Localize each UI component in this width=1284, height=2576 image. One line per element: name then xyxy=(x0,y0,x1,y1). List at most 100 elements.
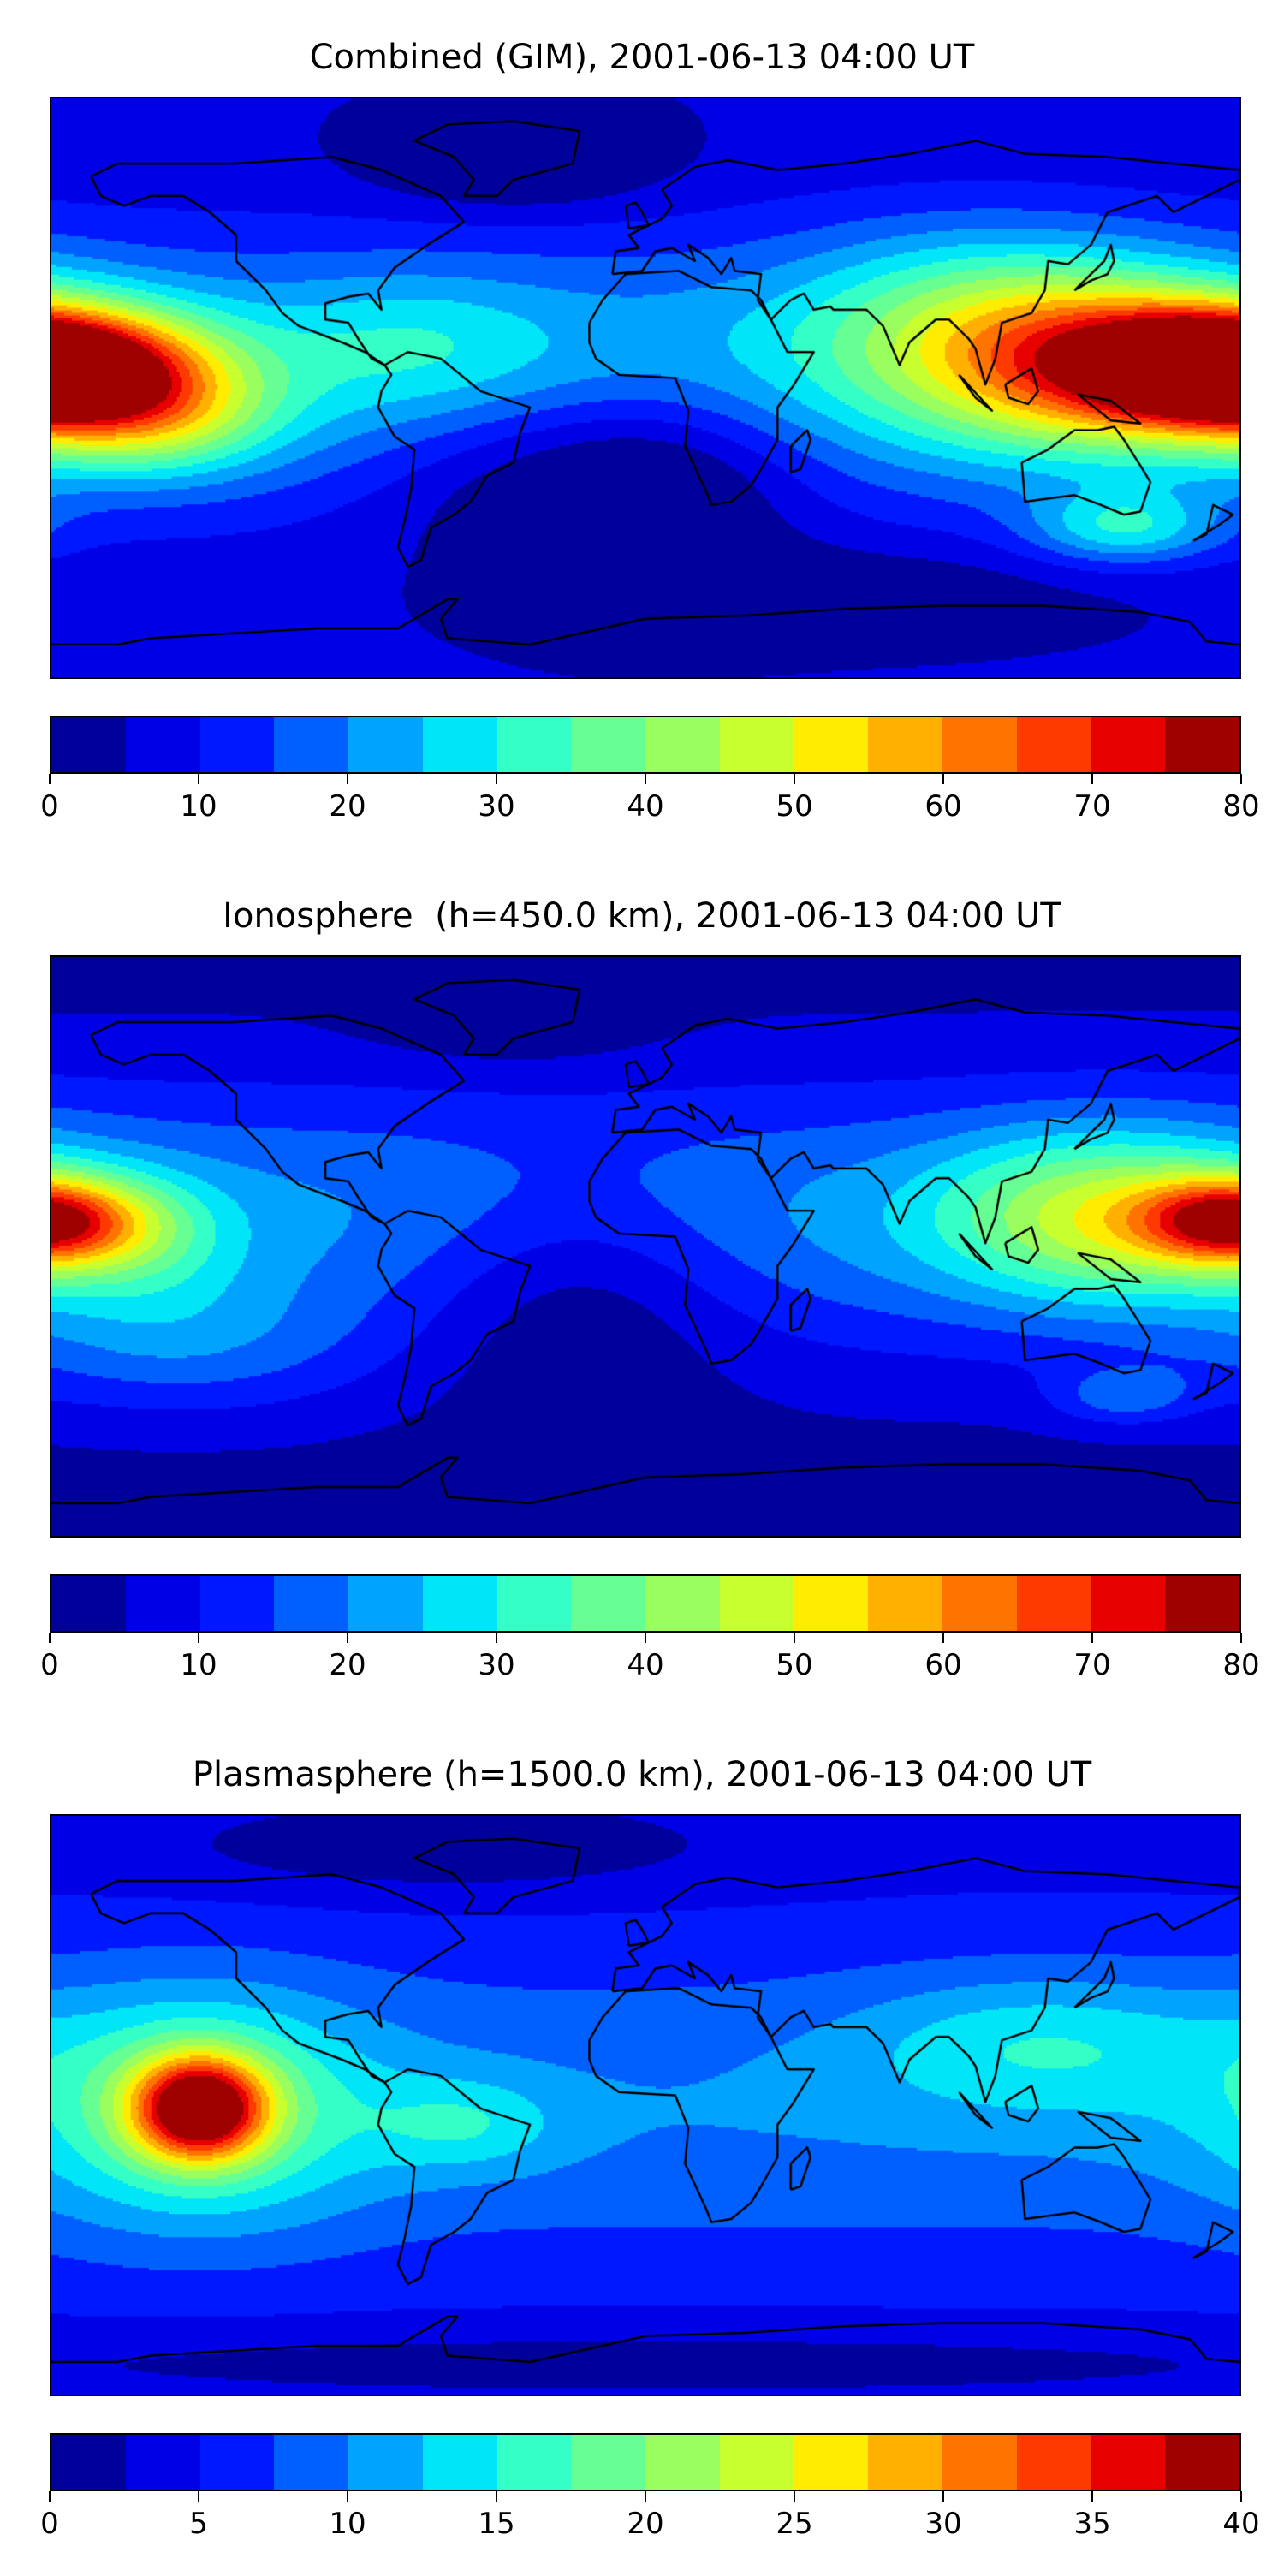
colorbar-level xyxy=(868,2435,942,2490)
colorbar-tick-label: 0 xyxy=(40,789,59,824)
colorbar-level xyxy=(719,717,794,772)
colorbar-tick-label: 40 xyxy=(627,1648,664,1682)
colorbar xyxy=(50,2433,1241,2491)
colorbar-level xyxy=(1091,1576,1166,1631)
colorbar-tick-label: 80 xyxy=(1222,789,1260,824)
colorbar-level xyxy=(348,2435,423,2490)
colorbar-level xyxy=(125,717,200,772)
colorbar-tick-mark xyxy=(496,2491,497,2502)
colorbar-level xyxy=(942,2435,1017,2490)
colorbar-tick-label: 20 xyxy=(329,789,366,824)
colorbar-level xyxy=(51,717,126,772)
colorbar-level xyxy=(51,2435,126,2490)
colorbar-level xyxy=(422,717,497,772)
colorbar-level xyxy=(794,2435,869,2490)
colorbar-tick-mark xyxy=(1091,774,1093,784)
colorbar-tick-label: 70 xyxy=(1073,789,1111,824)
colorbar-level xyxy=(571,1576,645,1631)
colorbar-tick-mark xyxy=(347,2491,348,2502)
colorbar-tick-mark xyxy=(496,774,497,784)
colorbar-tick-label: 10 xyxy=(329,2507,366,2541)
colorbar-level xyxy=(719,2435,794,2490)
colorbar-ticks: 0 10 20 30 40 50 60 70 80 xyxy=(40,774,1260,825)
colorbar-tick-label: 40 xyxy=(627,789,664,824)
colorbar-tick-label: 50 xyxy=(776,1648,813,1682)
colorbar-level xyxy=(199,1576,275,1631)
colorbar xyxy=(50,716,1241,774)
colorbar-tick-mark xyxy=(794,2491,795,2502)
colorbar-level xyxy=(1091,717,1166,772)
colorbar-level xyxy=(496,2435,572,2490)
colorbar-tick-mark xyxy=(347,774,348,784)
colorbar-tick-mark xyxy=(942,774,944,784)
colorbar-level xyxy=(1091,2435,1166,2490)
colorbar-level xyxy=(51,1576,126,1631)
colorbar-tick-mark xyxy=(1091,2491,1093,2502)
colorbar-tick-label: 60 xyxy=(924,1648,962,1682)
colorbar-tick-label: 60 xyxy=(924,789,962,824)
colorbar-level xyxy=(794,1576,869,1631)
colorbar-tick-label: 35 xyxy=(1073,2507,1111,2541)
colorbar-tick-mark xyxy=(198,1633,199,1643)
colorbar-level xyxy=(496,1576,572,1631)
colorbar-tick-mark xyxy=(942,2491,944,2502)
colorbar-tick-label: 80 xyxy=(1222,1648,1260,1682)
colorbar-level xyxy=(1016,717,1091,772)
colorbar-tick-label: 30 xyxy=(478,1648,515,1682)
colorbar-level xyxy=(274,2435,348,2490)
contour-map xyxy=(51,1816,1239,2395)
colorbar xyxy=(50,1574,1241,1633)
colorbar-tick-mark xyxy=(49,2491,51,2502)
colorbar-tick-label: 5 xyxy=(189,2507,208,2541)
colorbar-tick-mark xyxy=(198,2491,199,2502)
colorbar-tick-label: 0 xyxy=(40,2507,59,2541)
colorbar-tick-mark xyxy=(347,1633,348,1643)
colorbar-level xyxy=(125,2435,200,2490)
colorbar-level xyxy=(794,717,869,772)
colorbar-tick-label: 30 xyxy=(924,2507,962,2541)
colorbar-level xyxy=(942,717,1017,772)
panel-plasmasphere: Plasmasphere (h=1500.0 km), 2001-06-13 0… xyxy=(0,1717,1284,2576)
map-plot xyxy=(50,97,1241,679)
colorbar-tick-label: 40 xyxy=(1222,2507,1260,2541)
colorbar-tick-label: 70 xyxy=(1073,1648,1111,1682)
colorbar-level xyxy=(571,717,645,772)
colorbar-tick-mark xyxy=(1091,1633,1093,1643)
contour-map xyxy=(51,957,1239,1536)
colorbar-level xyxy=(348,717,423,772)
colorbar-level xyxy=(868,717,942,772)
colorbar-level xyxy=(274,717,348,772)
colorbar-tick-mark xyxy=(794,774,795,784)
colorbar-tick-mark xyxy=(645,1633,646,1643)
colorbar-level xyxy=(496,717,572,772)
colorbar-level xyxy=(571,2435,645,2490)
contour-map xyxy=(51,98,1239,677)
colorbar-level xyxy=(274,1576,348,1631)
map-plot xyxy=(50,1814,1241,2396)
panel-combined: Combined (GIM), 2001-06-13 04:00 UT 0 10 2… xyxy=(0,0,1284,859)
colorbar-tick-mark xyxy=(942,1633,944,1643)
colorbar-level xyxy=(125,1576,200,1631)
colorbar-level xyxy=(199,2435,275,2490)
colorbar-tick-mark xyxy=(1240,774,1242,784)
colorbar-tick-mark xyxy=(1240,1633,1242,1643)
colorbar-ticks: 0 5 10 15 20 25 30 35 40 xyxy=(40,2491,1260,2543)
colorbar-level xyxy=(868,1576,942,1631)
colorbar-tick-label: 0 xyxy=(40,1648,59,1682)
colorbar-level xyxy=(422,1576,497,1631)
colorbar-tick-mark xyxy=(496,1633,497,1643)
colorbar-tick-mark xyxy=(645,2491,646,2502)
map-plot xyxy=(50,955,1241,1538)
colorbar-ticks: 0 10 20 30 40 50 60 70 80 xyxy=(40,1633,1260,1684)
colorbar-level xyxy=(719,1576,794,1631)
colorbar-tick-mark xyxy=(645,774,646,784)
colorbar-level xyxy=(199,717,275,772)
colorbar-level xyxy=(1016,2435,1091,2490)
colorbar-tick-mark xyxy=(198,774,199,784)
colorbar-tick-label: 20 xyxy=(627,2507,664,2541)
colorbar-level xyxy=(1165,1576,1239,1631)
colorbar-level xyxy=(1165,717,1239,772)
colorbar-tick-label: 30 xyxy=(478,789,515,824)
panel-ionosphere: Ionosphere (h=450.0 km), 2001-06-13 04:0… xyxy=(0,859,1284,1717)
colorbar-level xyxy=(1016,1576,1091,1631)
